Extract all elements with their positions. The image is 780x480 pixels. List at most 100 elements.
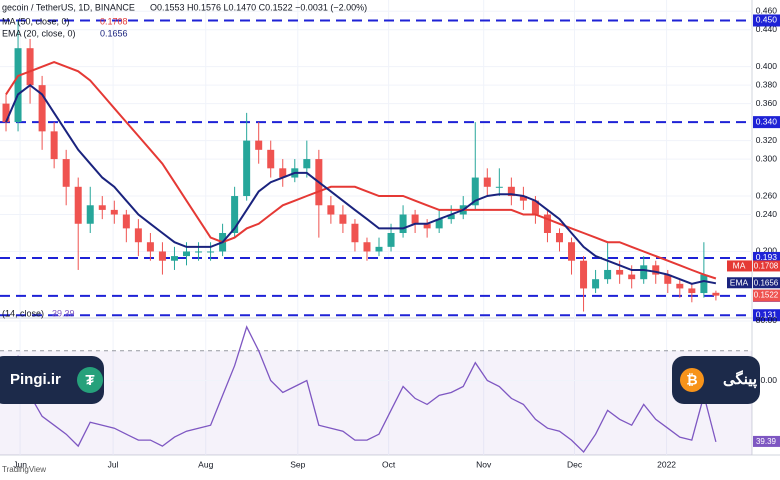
rsi-line xyxy=(5,325,717,454)
candle-body xyxy=(387,232,395,247)
candle-body xyxy=(676,283,684,289)
level-label: 0.131 xyxy=(756,309,778,319)
candle-body xyxy=(580,260,588,289)
watermark-text: Pingi.ir xyxy=(10,371,61,388)
level-label: 0.193 xyxy=(756,252,778,262)
candle-body xyxy=(267,149,275,169)
candle-body xyxy=(303,159,311,169)
overlay: 0.460 0.440 0.400 0.380 0.360 0.320 0.300 0.260… xyxy=(2,5,780,469)
series-price-box xyxy=(753,260,780,272)
x-tick-label: Jul xyxy=(108,459,119,469)
candle-body xyxy=(327,205,335,215)
candle-body xyxy=(700,274,708,294)
candle-body xyxy=(543,214,551,233)
symbol-title: gecoin / TetherUS, 1D, BINANCE xyxy=(2,2,135,12)
series-tag-box xyxy=(727,260,752,272)
candle-body xyxy=(507,186,515,197)
rsi-tick-label: 60.00 xyxy=(756,375,778,385)
x-tick-label: Aug xyxy=(198,459,213,469)
candle-body xyxy=(411,214,419,224)
candle-body xyxy=(243,140,251,197)
y-tick-label: 0.360 xyxy=(756,98,778,108)
level-tag xyxy=(753,14,780,27)
ohlc-legend: O0.1553 H0.1576 L0.1470 C0.1522 −0.0031 … xyxy=(150,2,367,12)
candle-body xyxy=(568,242,576,261)
candle-body xyxy=(519,196,527,201)
candle-body xyxy=(195,251,203,253)
tether-icon xyxy=(77,367,103,393)
candle-body xyxy=(628,274,636,280)
candle-body xyxy=(495,186,503,188)
rsi-pane xyxy=(0,318,752,455)
candle-body xyxy=(592,279,600,289)
candle-body xyxy=(531,200,539,215)
candle-body xyxy=(664,274,672,284)
level-label: 0.340 xyxy=(756,116,778,126)
legend-name: EMA (20, close, 0) xyxy=(2,28,76,38)
candle-body xyxy=(483,177,491,187)
candle-body xyxy=(86,205,94,224)
x-tick-label: Oct xyxy=(382,459,396,469)
candle-body xyxy=(134,228,142,243)
candle-body xyxy=(255,140,263,150)
series-tag: MA xyxy=(733,261,746,271)
y-tick-label: 0.400 xyxy=(756,61,778,71)
candle-body xyxy=(435,219,443,229)
rsi-legend-value: 39.39 xyxy=(52,308,75,318)
candle-body xyxy=(158,251,166,261)
candle-body xyxy=(110,209,118,215)
series-price: 0.1656 xyxy=(754,278,779,287)
candle-body xyxy=(62,159,70,187)
candle-body xyxy=(122,214,130,229)
y-tick-label: 0.380 xyxy=(756,79,778,89)
candle-body xyxy=(363,242,371,252)
price-pane xyxy=(0,0,752,318)
x-tick-label: 2022 xyxy=(657,459,676,469)
candle-body xyxy=(423,223,431,229)
candle-body xyxy=(14,48,22,123)
candle-body xyxy=(170,256,178,261)
series-price-box xyxy=(753,277,780,289)
candle-body xyxy=(74,186,82,224)
y-tick-label: 0.300 xyxy=(756,153,778,163)
y-tick-label: 0.260 xyxy=(756,190,778,200)
watermark-text: پینگی xyxy=(723,370,757,389)
candle-body xyxy=(616,269,624,275)
candle-body xyxy=(555,232,563,243)
legend-value: 0.1656 xyxy=(100,28,128,38)
watermark-right: ₿ پینگی xyxy=(672,356,760,404)
candle-body xyxy=(399,214,407,233)
y-tick-label: 0.440 xyxy=(756,24,778,34)
level-tag xyxy=(753,116,780,129)
candle-body xyxy=(652,265,660,275)
rsi-tag: 39.39 xyxy=(756,437,777,446)
x-tick-label: Nov xyxy=(476,459,492,469)
watermark-left: Pingi.ir ₮ xyxy=(0,356,104,404)
watermark-box xyxy=(0,356,104,404)
price-tag: 0.1522 xyxy=(754,291,779,300)
candle-body xyxy=(375,246,383,252)
candle-body xyxy=(640,265,648,280)
bitcoin-icon xyxy=(680,368,704,392)
tether-glyph: ₮ xyxy=(85,372,94,389)
candle-body xyxy=(712,292,720,296)
candle-body xyxy=(471,177,479,206)
candle-body xyxy=(688,288,696,294)
candle-body xyxy=(351,223,359,243)
watermark-box xyxy=(672,356,760,404)
candle-body xyxy=(38,85,46,132)
series-price: 0.1708 xyxy=(754,262,779,271)
candle-body xyxy=(604,269,612,280)
rsi-tag-box xyxy=(753,435,780,447)
series-tag-box xyxy=(727,277,752,289)
candle-body xyxy=(339,214,347,224)
price-tag-box xyxy=(753,289,780,302)
candle-body xyxy=(279,168,287,178)
y-tick-label: 0.320 xyxy=(756,135,778,145)
rsi-band xyxy=(0,350,752,455)
candle-body xyxy=(231,196,239,233)
footer: TradingView xyxy=(2,465,46,474)
y-tick-label: 0.240 xyxy=(756,209,778,219)
rsi-legend-name: (14, close) xyxy=(2,308,44,318)
